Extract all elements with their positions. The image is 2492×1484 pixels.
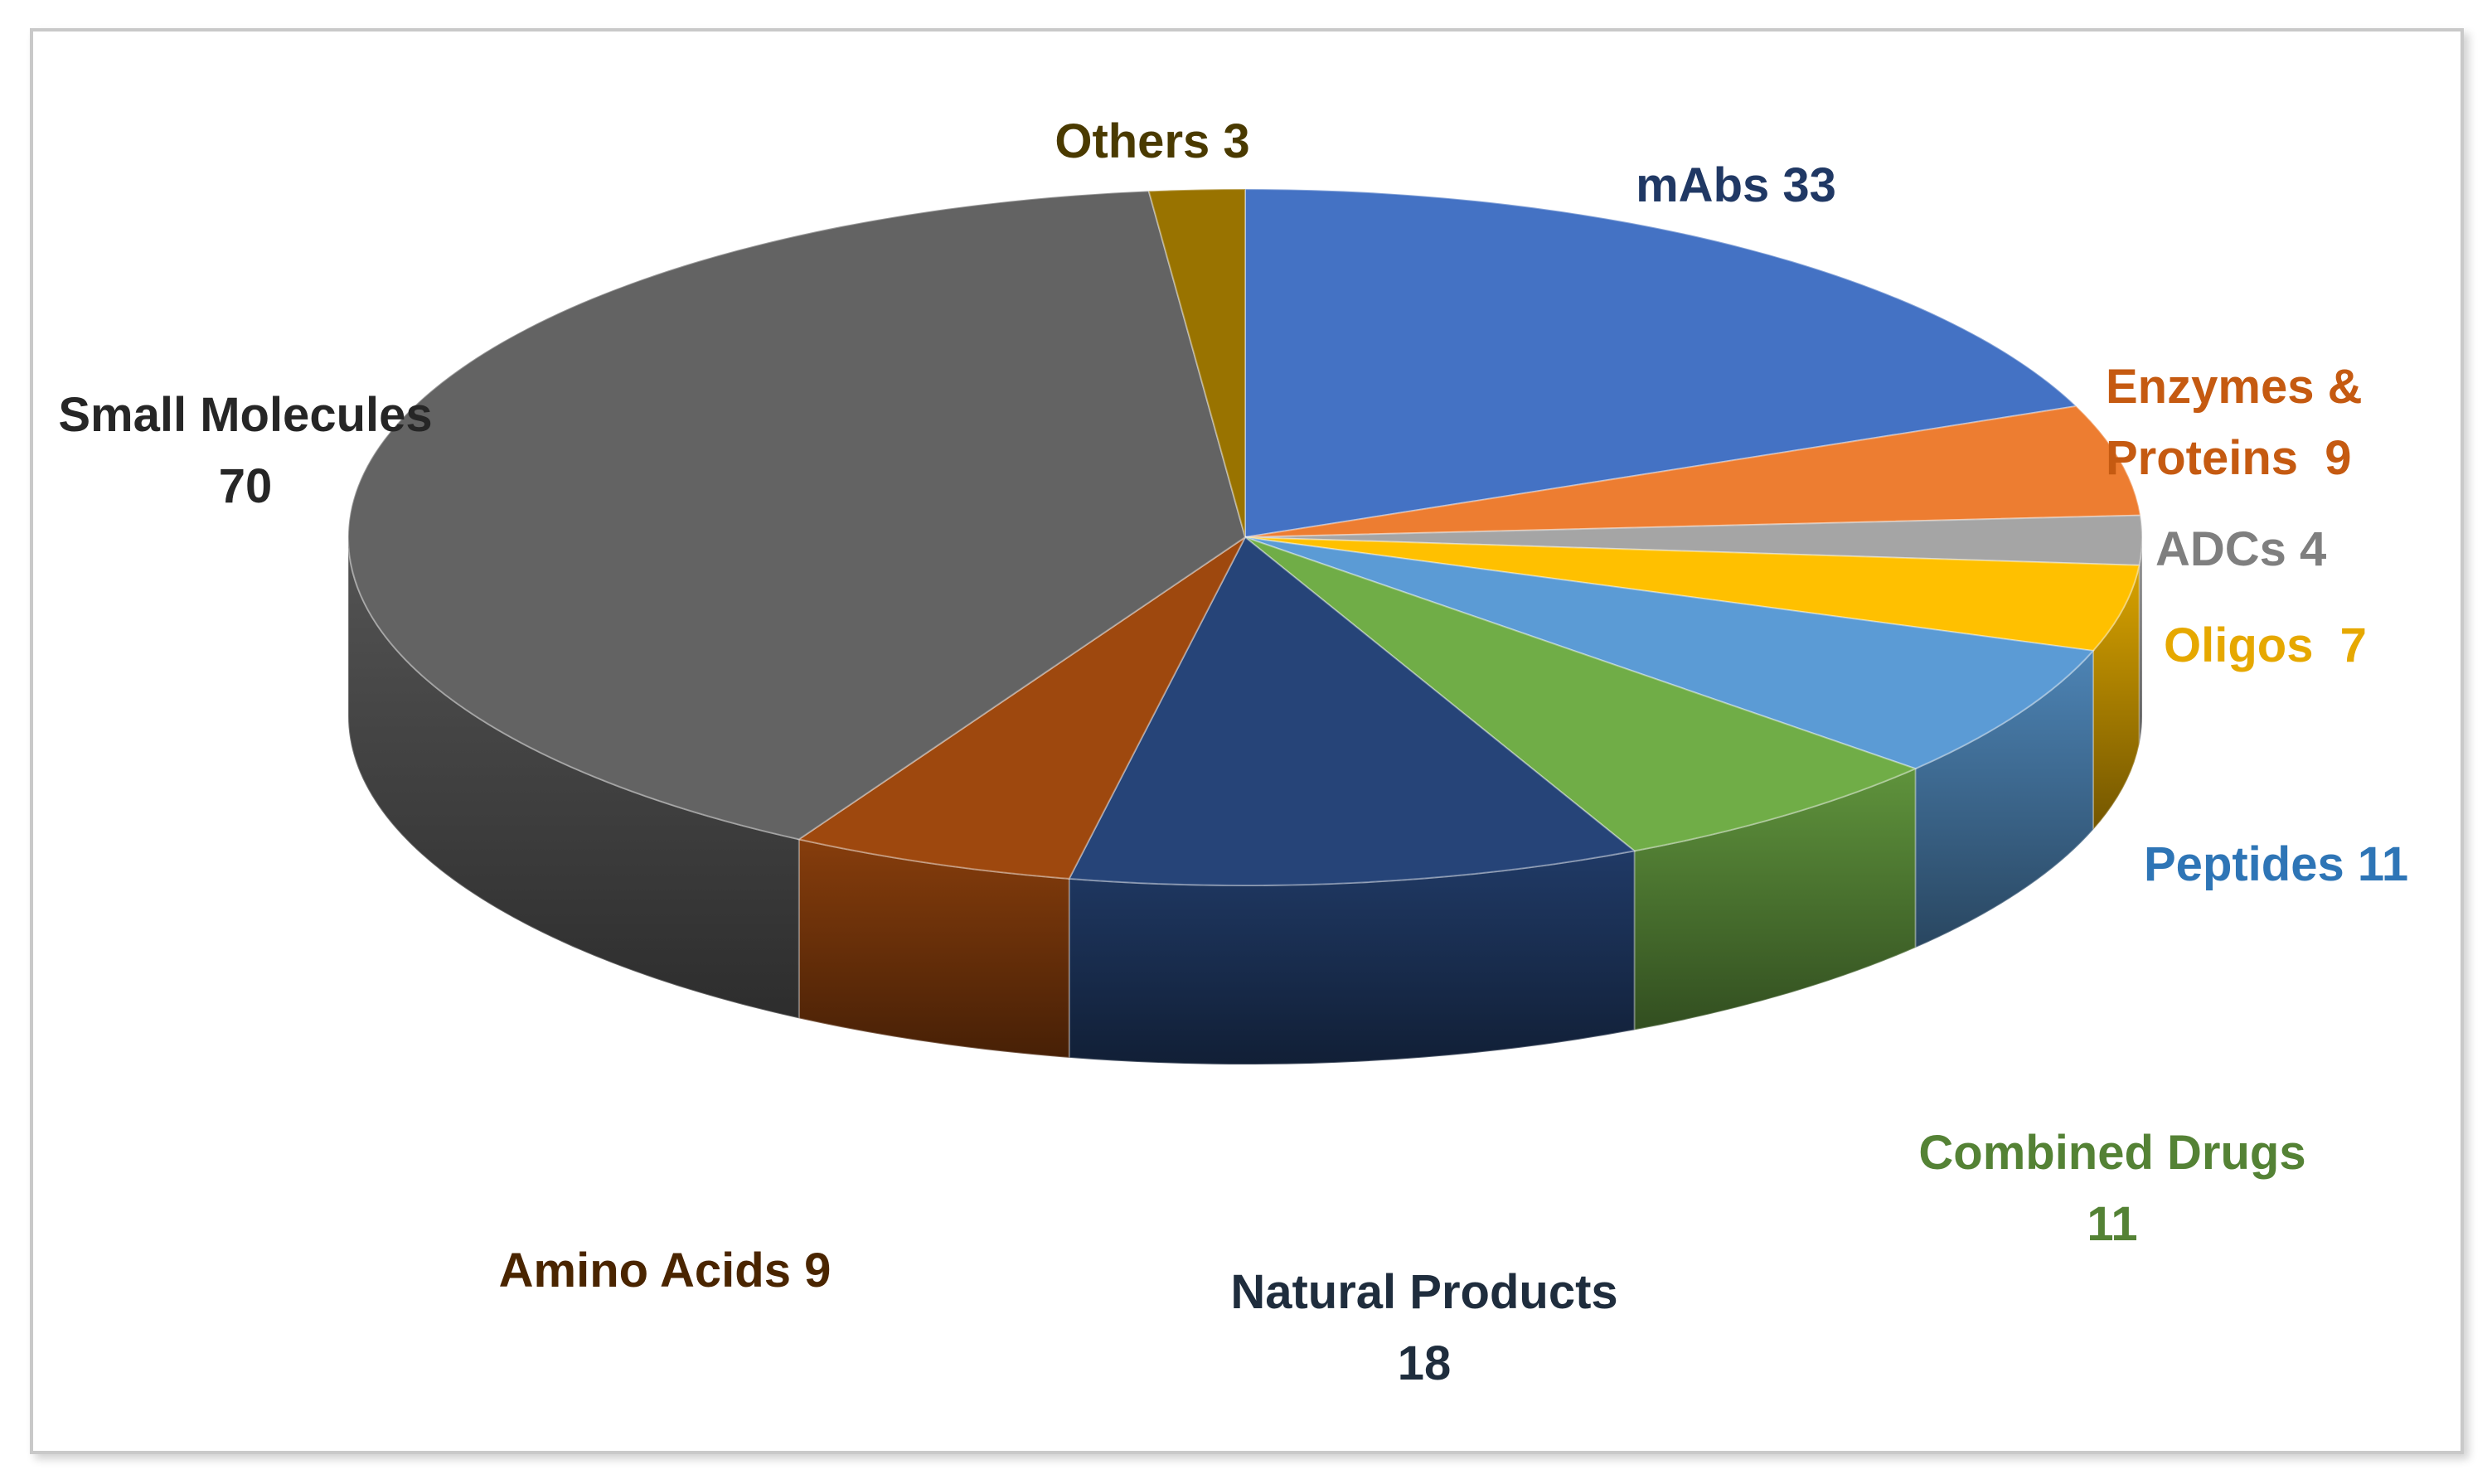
pie-slice-natural-products: [1068, 536, 1636, 887]
slice-label-enzymes-proteins: Enzymes & Proteins 9: [2106, 360, 2362, 485]
slice-label-small-molecules: Small Molecules 70: [58, 388, 432, 513]
slice-label-adcs: ADCs 4: [2155, 522, 2326, 576]
pie-side-small-molecules: [347, 536, 800, 1020]
slice-label-peptides: Peptides 11: [2144, 837, 2408, 891]
pie-slice-small-molecules: [347, 190, 1247, 841]
slice-label-combined-drugs: Combined Drugs 11: [1918, 1126, 2305, 1251]
slice-label-amino-acids: Amino Acids 9: [499, 1244, 831, 1297]
pie-slice-adcs: [1244, 514, 2143, 566]
pie-tops: [347, 187, 2143, 887]
pie-sides: [347, 536, 2143, 1066]
pie-slice-mabs: [1244, 187, 2078, 539]
pie-labels: mAbs 33 Enzymes & Proteins 9 ADCs 4 Oligos 7…: [58, 114, 2408, 1390]
slice-label-others: Others 3: [1054, 114, 1249, 168]
pie-slice-others: [1147, 187, 1246, 538]
pie-slice-combined-drugs: [1244, 536, 1918, 852]
pie-slice-oligos: [1244, 536, 2141, 652]
slice-label-oligos: Oligos 7: [2164, 618, 2367, 672]
pie-slice-amino-acids: [797, 536, 1246, 880]
pie-slice-enzymes-proteins: [1244, 405, 2142, 538]
slice-label-mabs: mAbs 33: [1636, 158, 1836, 212]
slice-label-natural-products: Natural Products 18: [1230, 1265, 1617, 1390]
pie-slice-peptides: [1244, 536, 2095, 770]
